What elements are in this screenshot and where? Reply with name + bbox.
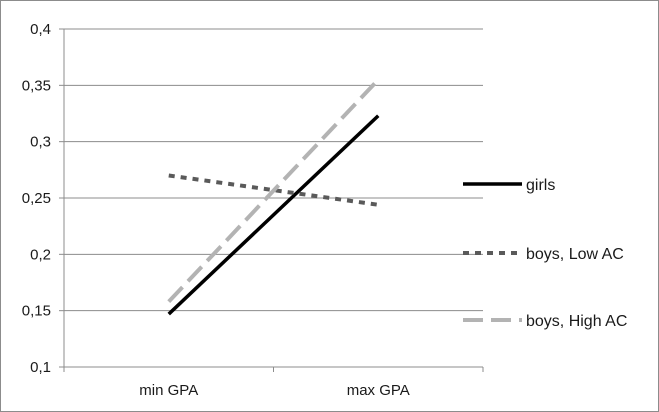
y-tick-label: 0,25: [22, 190, 51, 207]
y-tick-label: 0,2: [30, 246, 51, 263]
legend-label: girls: [526, 177, 555, 194]
y-tick-labels: 0,1 0,15 0,2 0,25 0,3 0,35 0,4: [22, 21, 51, 376]
series-line: [167, 78, 380, 304]
y-tick-label: 0,1: [30, 359, 51, 376]
y-tick-label: 0,15: [22, 303, 51, 320]
gridlines: [64, 28, 483, 312]
series-line: [167, 114, 380, 316]
series-lines: [167, 78, 380, 316]
y-tick-label: 0,4: [30, 21, 51, 38]
y-tick-label: 0,35: [22, 77, 51, 94]
x-category-labels: min GPA max GPA: [139, 382, 409, 399]
legend-label: boys, High AC: [526, 313, 627, 330]
legend-label: boys, Low AC: [526, 246, 624, 263]
x-category-label: max GPA: [347, 382, 410, 399]
y-tick-label: 0,3: [30, 134, 51, 151]
axes: [59, 28, 484, 372]
legend: girls boys, Low AC boys, High AC: [463, 177, 627, 330]
x-category-label: min GPA: [139, 382, 198, 399]
